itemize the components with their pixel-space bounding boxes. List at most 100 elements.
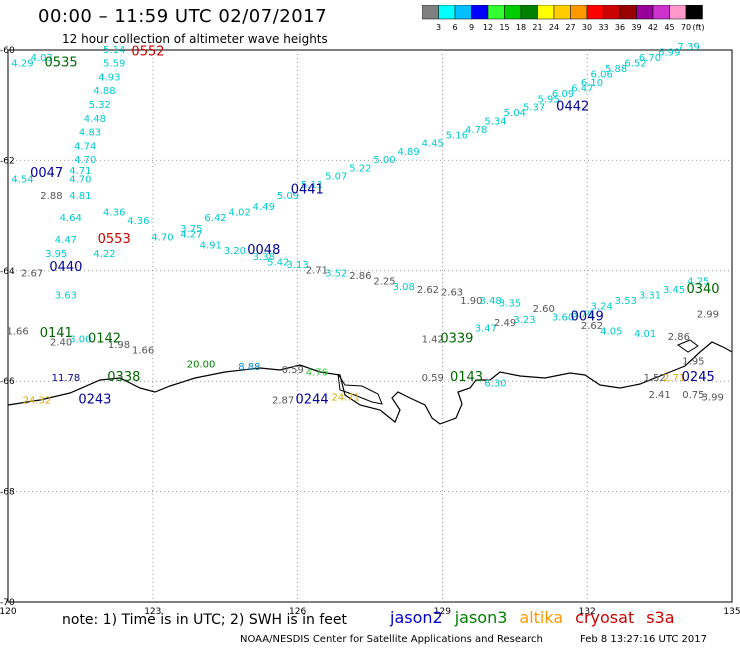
swh-value: 2.62 xyxy=(581,321,603,332)
swh-value: 3.48 xyxy=(480,296,502,307)
map-subtitle: 12 hour collection of altimeter wave hei… xyxy=(62,32,328,46)
swh-value: 0.75 xyxy=(682,390,704,401)
coastline xyxy=(7,341,733,425)
map-frame xyxy=(7,49,733,603)
swh-value: 4.36 xyxy=(103,208,125,219)
lon-tick-label: 123 xyxy=(144,607,161,617)
pass-time-label: 0553 xyxy=(98,232,131,247)
swh-value: 4.91 xyxy=(200,241,222,252)
lat-tick-label: -64 xyxy=(0,267,15,277)
swh-value: 5.14 xyxy=(103,45,125,56)
swh-value: 6.52 xyxy=(624,59,646,70)
lat-tick-label: -62 xyxy=(0,156,15,166)
swh-value: 5.88 xyxy=(605,64,627,75)
swh-value: 4.05 xyxy=(600,326,622,337)
colorbar-label: 12 xyxy=(483,23,493,32)
swh-value: 1.52 xyxy=(644,373,666,384)
swh-value: 2.87 xyxy=(272,395,294,406)
swh-value: 2.63 xyxy=(441,288,463,299)
swh-value: 6.70 xyxy=(639,53,661,64)
colorbar-label: 3 xyxy=(436,23,441,32)
swh-value: 4.22 xyxy=(93,249,115,260)
pass-time-label: 0441 xyxy=(291,183,324,198)
swh-value: 4.70 xyxy=(74,155,96,166)
lat-tick-label: -70 xyxy=(0,598,15,608)
colorbar-label: 45 xyxy=(664,23,674,32)
swh-value: 5.32 xyxy=(89,100,111,111)
swh-value: 2.25 xyxy=(373,277,395,288)
swh-value: 6.10 xyxy=(581,78,603,89)
swh-value: 1.66 xyxy=(7,326,29,337)
swh-value: 4.70 xyxy=(69,174,91,185)
swh-value: 0.59 xyxy=(282,365,304,376)
swh-value: 1.90 xyxy=(460,296,482,307)
swh-value: 3.52 xyxy=(325,268,347,279)
swh-value: 3.63 xyxy=(55,290,77,301)
satellite-legend: jason2 jason3 altika cryosat s3a xyxy=(390,608,687,627)
lon-tick-label: 126 xyxy=(289,607,306,617)
swh-value: 4.49 xyxy=(253,202,275,213)
colorbar-label: 36 xyxy=(615,23,625,32)
swh-value: 4.70 xyxy=(151,232,173,243)
coastline-islet xyxy=(337,373,383,405)
swh-value: 0.59 xyxy=(422,373,444,384)
pass-time-label: 0442 xyxy=(556,100,589,115)
swh-value: 3.45 xyxy=(663,285,685,296)
swh-value: 3.38 xyxy=(253,252,275,263)
colorbar-label: 21 xyxy=(532,23,542,32)
swh-value: 4.02 xyxy=(229,208,251,219)
generated-timestamp: Feb 8 13:27:16 UTC 2017 xyxy=(580,634,707,645)
swh-value: 5.07 xyxy=(325,172,347,183)
colorbar-label: 24 xyxy=(549,23,559,32)
swh-value: 4.64 xyxy=(60,213,82,224)
legend-cryosat: cryosat xyxy=(575,608,635,627)
swh-value: 5.42 xyxy=(267,257,289,268)
swh-value: 4.01 xyxy=(634,329,656,340)
swh-value: 6.06 xyxy=(591,70,613,81)
swh-value: 3.75 xyxy=(180,224,202,235)
swh-value: 2.88 xyxy=(40,191,62,202)
swh-value: 4.81 xyxy=(69,191,91,202)
lon-tick-label: 129 xyxy=(434,607,451,617)
pass-time-label: 0440 xyxy=(49,260,82,275)
swh-value: 4.25 xyxy=(687,277,709,288)
swh-value: 3.35 xyxy=(499,299,521,310)
swh-value: 3.95 xyxy=(45,249,67,260)
pass-time-label: 0535 xyxy=(45,56,78,71)
swh-value: 6.42 xyxy=(204,213,226,224)
swh-value: 3.99 xyxy=(702,393,724,404)
pass-time-label: 0141 xyxy=(40,326,73,341)
colorbar-label: 15 xyxy=(499,23,509,32)
colorbar-label: 27 xyxy=(565,23,575,32)
lat-tick-label: -60 xyxy=(0,46,15,56)
lon-tick-label: 135 xyxy=(723,607,740,617)
swh-value: 1.95 xyxy=(682,357,704,368)
swh-value: 4.47 xyxy=(55,235,77,246)
swh-value: 2.41 xyxy=(648,390,670,401)
swh-value: 11.78 xyxy=(52,373,81,384)
swh-value: 3.31 xyxy=(639,290,661,301)
swh-value: 4.36 xyxy=(127,216,149,227)
swh-value: 6.99 xyxy=(658,48,680,59)
colorbar-label: 6 xyxy=(452,23,457,32)
swh-value: 4.74 xyxy=(74,141,96,152)
footer-note: note: 1) Time is in UTC; 2) SWH is in fe… xyxy=(62,612,348,628)
credit-line: NOAA/NESDIS Center for Satellite Applica… xyxy=(240,634,543,645)
pass-time-label: 0143 xyxy=(450,370,483,385)
swh-value: 3.79 xyxy=(571,310,593,321)
swh-value: 2.86 xyxy=(668,332,690,343)
pass-time-label: 0338 xyxy=(107,370,140,385)
swh-value: 3.53 xyxy=(615,296,637,307)
swh-value: 5.16 xyxy=(446,130,468,141)
swh-value: 5.37 xyxy=(523,103,545,114)
swh-value: 6.47 xyxy=(571,83,593,94)
wave-height-colorbar: 3 6 9 12 15 18 21 24 27 30 33 36 39 42 45 70 (ft) xyxy=(422,5,705,32)
swh-value: 3.47 xyxy=(475,324,497,335)
swh-value: 5.09 xyxy=(277,191,299,202)
swh-value: 5.59 xyxy=(103,59,125,70)
swh-value: 2.86 xyxy=(349,271,371,282)
swh-value: 1.42 xyxy=(422,335,444,346)
swh-value: 6.09 xyxy=(552,89,574,100)
swh-value: 3.23 xyxy=(513,315,535,326)
swh-value: 3.00 xyxy=(69,335,91,346)
